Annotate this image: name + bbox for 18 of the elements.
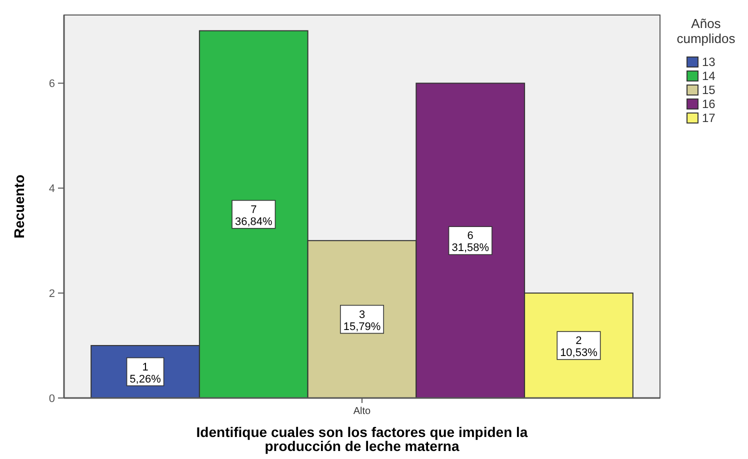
data-label: 3 15,79%	[343, 308, 381, 333]
legend-label: 13	[702, 55, 716, 70]
y-tick-label: 4	[48, 182, 55, 195]
y-tick-label: 6	[48, 78, 55, 90]
legend-title: Años cumplidos	[676, 16, 736, 46]
legend-label: 14	[702, 69, 716, 84]
legend-label: 17	[702, 111, 716, 126]
y-axis-title: Recuento	[11, 174, 27, 238]
data-label: 7 36,84%	[234, 204, 273, 228]
x-tick-label: Alto	[353, 406, 372, 417]
data-label: 6 31,58%	[452, 230, 490, 254]
y-tick-label: 2	[48, 288, 55, 300]
y-tick-label: 0	[48, 392, 55, 405]
data-label: 2 10,53%	[560, 335, 598, 360]
data-label: 1 5,26%	[130, 361, 162, 386]
x-axis-title: Identifique cuales son los factores que impiden la producción de leche materna	[196, 424, 528, 454]
legend-label: 15	[702, 83, 716, 98]
legend-label: 16	[702, 97, 716, 112]
